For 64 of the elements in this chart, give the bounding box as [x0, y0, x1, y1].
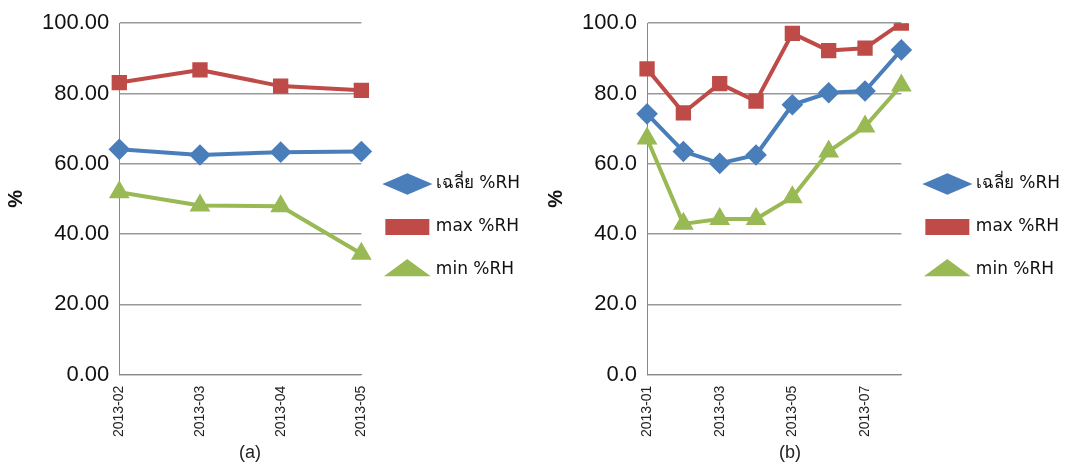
point [857, 40, 873, 56]
point [855, 81, 876, 102]
legend-label: max %RH [975, 215, 1060, 236]
point [637, 103, 658, 124]
legend-label: เฉลี่ย %RH [435, 170, 520, 193]
y-tick-label: 0.00 [66, 360, 110, 386]
point [783, 187, 802, 204]
y-tick-label: 0.0 [606, 360, 638, 386]
point [351, 141, 372, 162]
legend-label: max %RH [435, 215, 520, 236]
y-tick-label: 60.0 [594, 149, 638, 175]
point [712, 75, 728, 92]
point [273, 78, 289, 94]
point [189, 193, 211, 212]
x-tick-label: 2013-05 [352, 385, 369, 438]
y-tick-label: 20.0 [594, 290, 638, 316]
legend-label: เฉลี่ย %RH [975, 170, 1060, 193]
y-tick-label: 40.0 [594, 220, 638, 246]
point [784, 25, 801, 42]
point [110, 182, 129, 199]
y-tick-label: 60.00 [54, 149, 110, 175]
point [673, 211, 694, 230]
y-tick-label: 20.00 [54, 290, 110, 316]
text: (a) [238, 442, 262, 463]
point [270, 142, 291, 163]
point [111, 74, 127, 91]
point [271, 196, 290, 213]
text: (b) [778, 442, 802, 463]
point [353, 82, 370, 98]
point [192, 62, 208, 78]
point [891, 39, 912, 60]
x-tick-label: 2013-02 [110, 385, 127, 438]
point [709, 153, 730, 174]
point [351, 241, 372, 260]
y-axis-title: % [3, 189, 26, 208]
point [746, 144, 767, 165]
x-tick-label: 2013-04 [271, 385, 288, 438]
legend-label: min %RH [435, 258, 515, 279]
x-tick-label: 2013-03 [190, 385, 207, 438]
point [782, 94, 803, 115]
point [821, 42, 837, 59]
point [747, 208, 765, 225]
point [109, 139, 130, 160]
point [189, 144, 210, 165]
point [892, 75, 911, 92]
y-tick-label: 40.00 [54, 220, 110, 246]
point [638, 128, 656, 145]
x-tick-label: 2013-03 [710, 385, 727, 438]
y-tick-label: 80.00 [54, 79, 110, 105]
x-tick-label: 2013-05 [783, 385, 800, 438]
legend-label: min %RH [975, 258, 1055, 279]
x-tick-label: 2013-07 [855, 385, 872, 438]
y-tick-label: 80.0 [594, 79, 638, 105]
y-tick-label: 100.00 [41, 9, 110, 35]
point [819, 141, 838, 158]
point [748, 93, 764, 109]
point [818, 82, 839, 103]
point [710, 208, 729, 225]
y-axis-title: % [543, 189, 566, 208]
x-tick-label: 2013-01 [637, 385, 654, 438]
point [675, 105, 692, 121]
point [639, 61, 655, 77]
y-tick-label: 100.0 [581, 9, 638, 35]
point [673, 141, 694, 162]
